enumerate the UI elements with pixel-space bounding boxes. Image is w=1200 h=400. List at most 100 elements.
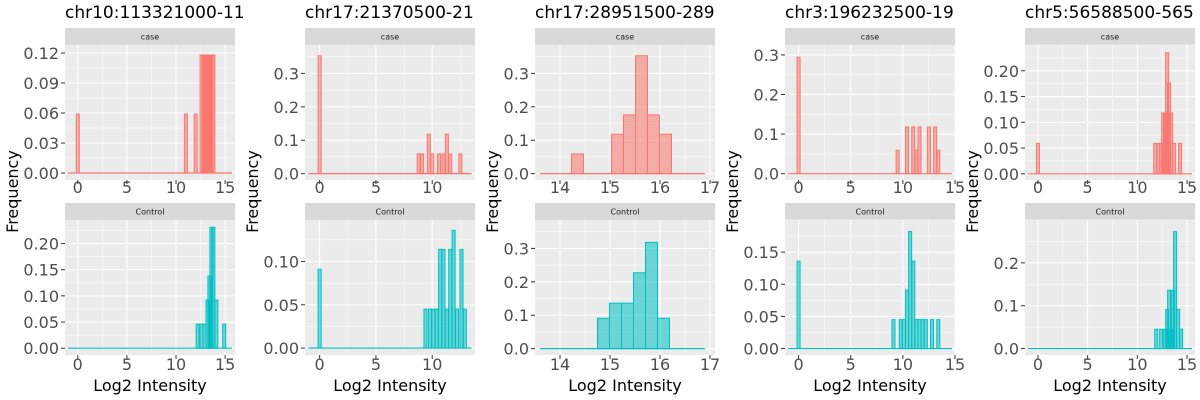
y-axis-label: Frequency: [3, 150, 22, 233]
histogram-bar: [431, 308, 436, 349]
x-tick-label: 17: [700, 355, 720, 374]
histogram-bar: [917, 319, 922, 350]
histogram-bar: [195, 323, 200, 349]
chart-3: chr17:28951500-289 Frequency Log2 Intensit…: [483, 3, 720, 395]
histogram-bar: [930, 319, 935, 350]
x-axis-label: Log2 Intensity: [93, 376, 206, 395]
x-tick-label: 17: [700, 178, 720, 197]
facet-strip-label: case: [861, 33, 879, 42]
panel-case: case 0.0 0.1 0.2 0.3 14 15 16 17: [504, 28, 720, 197]
histogram-bar: [659, 133, 672, 175]
histogram-bar: [891, 319, 896, 350]
chart-title: chr10:113321000-11: [65, 3, 245, 23]
histogram-bar: [441, 248, 446, 349]
y-axis-label: Frequency: [243, 150, 262, 233]
facet-strip: [535, 28, 715, 45]
histogram-bar: [448, 248, 453, 349]
histogram-bar: [448, 153, 453, 175]
histogram-bar: [451, 229, 456, 349]
y-tick-label: 0.3: [274, 64, 299, 83]
x-tick-label: 14: [550, 355, 570, 374]
histogram-bar: [434, 308, 439, 349]
y-tick-label: 0.09: [23, 74, 59, 93]
histogram-bar: [438, 248, 443, 349]
histogram-bar: [905, 289, 910, 350]
x-tick-label: 5: [846, 178, 856, 197]
panel-case: case 0.0 0.1 0.2 0.3 0 5 10 15: [754, 28, 965, 197]
panel-control: Control 0.0 0.1 0.2 0.3 14 15 16 17: [504, 203, 720, 374]
histogram-bar: [905, 126, 910, 175]
chart-title: chr17:21370500-21: [305, 3, 474, 23]
x-axis-label: Log2 Intensity: [568, 376, 681, 395]
chart-title: chr17:28951500-289: [535, 3, 715, 23]
y-tick-label: 0.0: [994, 340, 1019, 359]
histogram-bar: [901, 319, 906, 350]
histogram-bar: [444, 133, 449, 175]
x-tick-label: 10: [893, 178, 913, 197]
x-tick-label: 10: [422, 178, 442, 197]
facet-strip-label: Control: [1096, 208, 1125, 217]
y-tick-label: 0.0: [504, 165, 529, 184]
y-tick-label: 0.15: [23, 261, 59, 280]
facet-strip: [305, 203, 475, 220]
histogram-bar: [426, 133, 431, 175]
y-tick-label: 0.2: [754, 85, 779, 104]
y-tick-label: 0.0: [754, 165, 779, 184]
y-tick-label: 0.1: [504, 131, 529, 150]
histogram-bar: [923, 319, 928, 350]
x-tick-label: 5: [371, 355, 381, 374]
x-tick-label: 5: [1083, 178, 1093, 197]
y-tick-label: 0.3: [504, 239, 529, 258]
y-tick-label: 0.05: [23, 313, 59, 332]
y-tick-label: 0.03: [23, 134, 59, 153]
histogram-bar: [416, 153, 421, 175]
y-tick-label: 0.1: [754, 125, 779, 144]
histogram-bar: [645, 241, 658, 350]
histogram-bar: [1159, 328, 1164, 350]
histogram-bar: [635, 55, 648, 175]
histogram-bar: [454, 308, 460, 349]
y-tick-label: 0.10: [263, 253, 299, 272]
x-tick-label: 10: [1127, 178, 1147, 197]
histogram-bar: [936, 319, 941, 350]
facet-strip: [785, 28, 955, 45]
chart-title: chr5:56588500-565: [1025, 3, 1194, 23]
x-tick-label: 15: [600, 178, 620, 197]
histogram-bar: [611, 133, 624, 175]
histogram-bar: [623, 114, 636, 175]
x-tick-label: 5: [122, 178, 132, 197]
histogram-bar: [211, 226, 216, 349]
x-tick-label: 0: [315, 178, 325, 197]
histogram-bar: [75, 113, 80, 174]
x-tick-label: 0: [793, 355, 803, 374]
y-tick-label: 0.2: [274, 98, 299, 117]
x-tick-label: 10: [166, 178, 186, 197]
x-tick-label: 0: [1033, 178, 1043, 197]
x-tick-label: 10: [166, 355, 186, 374]
y-tick-label: 0.00: [23, 164, 59, 183]
facet-strip-label: case: [616, 33, 634, 42]
histogram-bar: [920, 319, 925, 350]
y-tick-label: 0.1: [504, 306, 529, 325]
histogram-bar: [911, 126, 916, 175]
x-tick-label: 15: [1177, 355, 1197, 374]
y-tick-label: 0.3: [754, 46, 779, 65]
histogram-bar: [796, 260, 801, 350]
panel-case: case 0.00 0.05 0.10 0.15 0.20 0 5 10 15: [983, 28, 1197, 197]
panel-case: case 0.00 0.03 0.06 0.09 0.12 0 5 10 15: [23, 28, 235, 197]
histogram-bar: [183, 113, 188, 174]
histogram-bar: [444, 308, 449, 349]
panel-control: Control 0.0 0.1 0.2 0 5 10 15: [994, 203, 1197, 374]
x-axis-label: Log2 Intensity: [333, 376, 446, 395]
x-tick-label: 15: [945, 178, 965, 197]
panel-control: Control 0.00 0.05 0.10 0.15 0 5 10 15: [743, 203, 965, 374]
x-tick-label: 5: [846, 355, 856, 374]
y-tick-label: 0.00: [263, 339, 299, 358]
plot-background: [785, 220, 955, 355]
facet-strip-label: Control: [136, 208, 165, 217]
plot-background: [785, 45, 955, 180]
histogram-bar: [1179, 328, 1184, 350]
y-tick-label: 0.05: [263, 296, 299, 315]
x-axis-label: Log2 Intensity: [813, 376, 926, 395]
